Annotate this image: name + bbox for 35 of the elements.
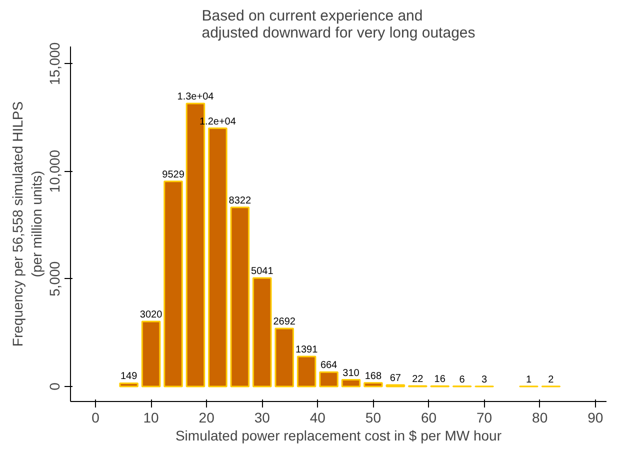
- data-label: 2: [548, 374, 554, 386]
- x-tick-label: 30: [254, 410, 270, 426]
- data-label: 1: [526, 374, 532, 386]
- data-label: 67: [390, 373, 402, 384]
- data-label: 3020: [140, 309, 163, 320]
- y-tick-label: 15,000: [46, 42, 62, 86]
- x-tick-label: 50: [365, 410, 382, 426]
- data-label: 1391: [295, 344, 318, 356]
- x-axis-title: Simulated power replacement cost in $ per MW hour: [175, 428, 502, 444]
- data-label: 22: [412, 374, 424, 385]
- x-tick-label: 40: [310, 410, 326, 426]
- data-label: 3: [482, 374, 488, 386]
- y-tick-label: 0: [46, 382, 62, 390]
- x-tick-label: 90: [588, 410, 604, 426]
- data-label: 9529: [162, 169, 185, 180]
- x-tick-label: 0: [92, 410, 100, 426]
- data-label: 5041: [251, 266, 274, 277]
- x-tick-label: 60: [420, 410, 437, 426]
- data-label: 149: [120, 371, 138, 382]
- data-label: 664: [320, 360, 338, 372]
- x-tick-label: 70: [476, 410, 492, 426]
- data-label: 8322: [228, 195, 252, 206]
- y-tick-label: 10,000: [46, 150, 62, 193]
- data-label: 1.3e+04: [177, 92, 214, 103]
- chart-title: Based on current experience and adjusted downward for very long outages: [202, 8, 476, 42]
- x-tick-label: 20: [198, 410, 215, 426]
- x-tick-label: 10: [143, 410, 160, 426]
- data-label: 168: [364, 370, 382, 382]
- x-tick-label: 80: [532, 410, 548, 426]
- data-label: 6: [459, 374, 466, 386]
- y-tick-label: 5,000: [46, 261, 62, 296]
- data-label: 2692: [273, 316, 296, 328]
- data-label: 310: [342, 368, 360, 379]
- y-axis-title: Frequency per 56,558 simulated HILPS (per million units): [9, 101, 44, 347]
- data-label: 16: [434, 374, 446, 386]
